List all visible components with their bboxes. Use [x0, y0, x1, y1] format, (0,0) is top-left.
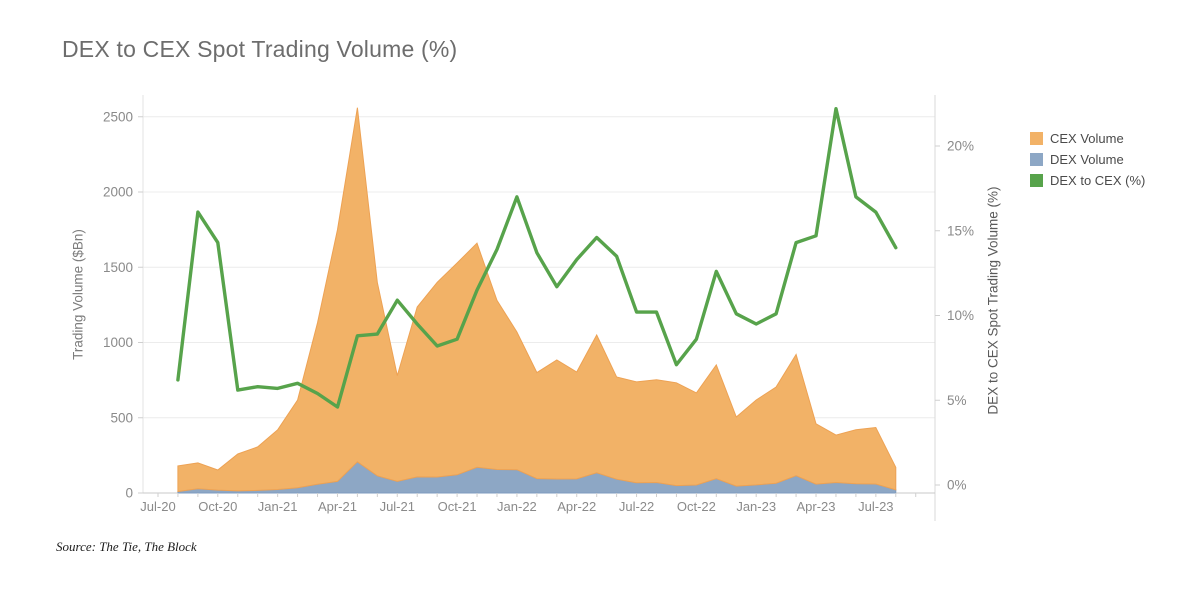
x-tick-label: Oct-21 [438, 499, 477, 514]
x-tick-label: Jan-22 [497, 499, 537, 514]
legend: CEX Volume DEX Volume DEX to CEX (%) [1030, 128, 1145, 191]
dex-swatch-icon [1030, 153, 1043, 166]
y-left-tick-label: 500 [110, 410, 133, 425]
legend-item-dex[interactable]: DEX Volume [1030, 149, 1145, 170]
source-note: Source: The Tie, The Block [56, 539, 197, 554]
x-tick-label: Apr-23 [797, 499, 836, 514]
y-left-tick-label: 2500 [103, 109, 133, 124]
axis-ticks [138, 116, 940, 497]
y-right-tick-label: 15% [947, 223, 974, 238]
y-right-tick-label: 5% [947, 393, 967, 408]
legend-label-dex: DEX Volume [1050, 152, 1124, 167]
y-right-tick-label: 10% [947, 308, 974, 323]
ratio-swatch-icon [1030, 174, 1043, 187]
x-tick-label: Jul-21 [380, 499, 415, 514]
left-axis-title: Trading Volume ($Bn) [70, 229, 86, 360]
cex-volume-area[interactable] [177, 107, 897, 493]
legend-item-ratio[interactable]: DEX to CEX (%) [1030, 170, 1145, 191]
cex-swatch-icon [1030, 132, 1043, 145]
legend-label-ratio: DEX to CEX (%) [1050, 173, 1146, 188]
y-right-tick-label: 0% [947, 478, 967, 493]
x-tick-label: Jul-23 [858, 499, 893, 514]
axis-tick-labels: Jul-20 Oct-20 Jan-21 Apr-21 Jul-21 Oct-21 Jan-… [103, 109, 974, 514]
x-tick-label: Apr-21 [318, 499, 357, 514]
x-tick-label: Jan-21 [258, 499, 298, 514]
x-tick-label: Jul-22 [619, 499, 654, 514]
chart-title: DEX to CEX Spot Trading Volume (%) [62, 36, 458, 62]
legend-item-cex[interactable]: CEX Volume [1030, 128, 1145, 149]
x-tick-label: Apr-22 [557, 499, 596, 514]
legend-label-cex: CEX Volume [1050, 131, 1124, 146]
y-left-tick-label: 2000 [103, 185, 133, 200]
y-left-tick-label: 1500 [103, 260, 133, 275]
dex-to-cex-ratio-line[interactable] [176, 106, 898, 409]
x-tick-label: Oct-22 [677, 499, 716, 514]
right-axis-title: DEX to CEX Spot Trading Volume (%) [985, 186, 1001, 415]
y-right-tick-label: 20% [947, 139, 974, 154]
x-tick-label: Oct-20 [198, 499, 237, 514]
x-tick-label: Jul-20 [140, 499, 175, 514]
y-left-tick-label: 1000 [103, 335, 133, 350]
x-tick-label: Jan-23 [736, 499, 776, 514]
y-left-tick-label: 0 [125, 486, 133, 501]
